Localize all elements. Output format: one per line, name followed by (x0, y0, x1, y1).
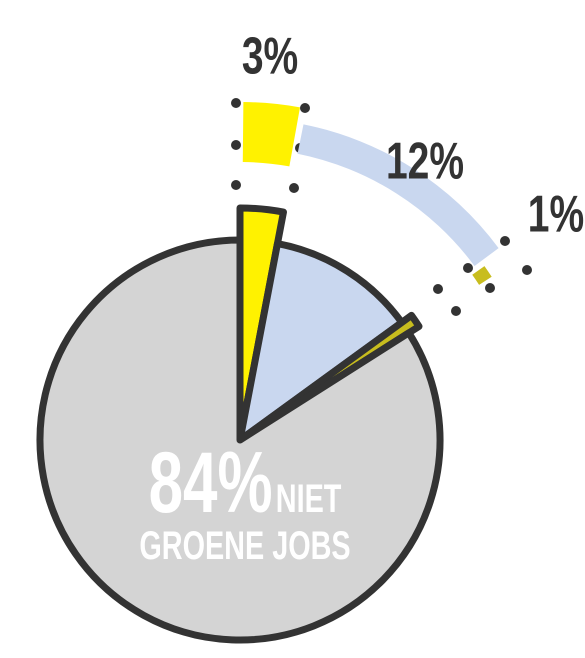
pie-slice (236, 240, 406, 444)
exploded-slice (242, 102, 301, 167)
pie-slice (36, 236, 444, 644)
center-label: 84% NIET GROENE JOBS (137, 440, 353, 566)
value-label: 3% (242, 26, 298, 85)
dots (231, 98, 532, 316)
category-label: NIET GROENE JOBS (139, 477, 351, 568)
value-label: 1% (528, 184, 584, 243)
exploded-slice (472, 266, 492, 285)
value-label: 84% (148, 435, 273, 531)
value-label: 12% (386, 131, 464, 190)
pie: 3% 12% 1% (36, 26, 584, 644)
exploded-slice (297, 124, 499, 267)
